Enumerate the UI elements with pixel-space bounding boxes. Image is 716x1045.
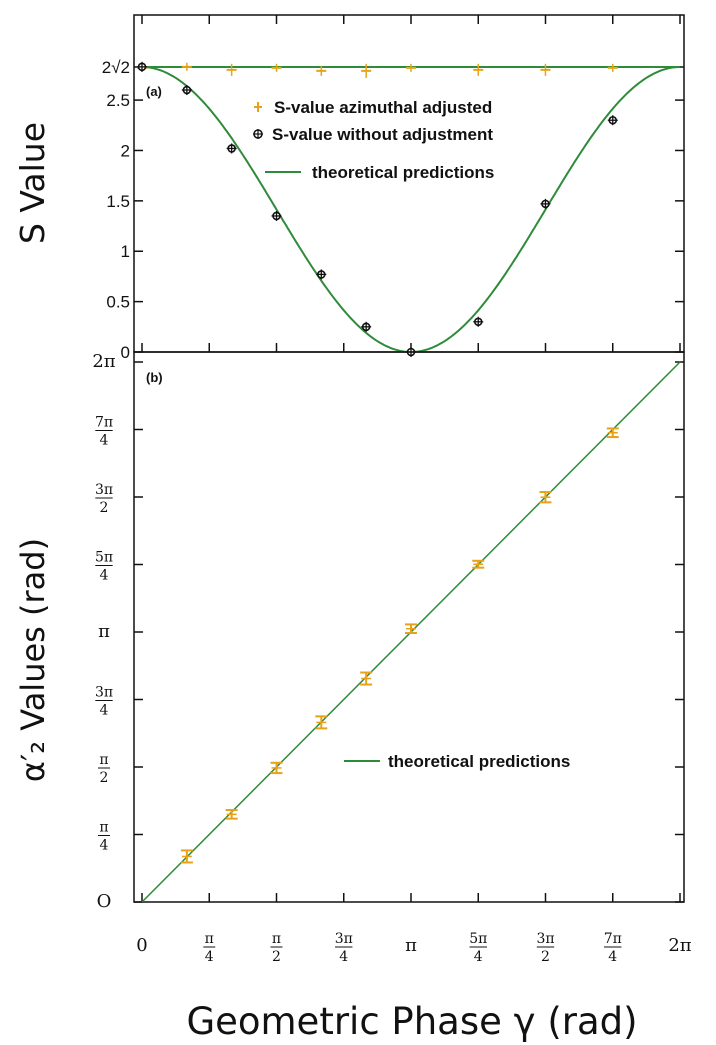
panel-a-point-adjusted — [226, 63, 237, 76]
panel-b-point — [315, 715, 328, 730]
panel-b-point — [405, 623, 418, 634]
panel-a-legend: S-value azimuthal adjusted S-value withou… — [253, 98, 494, 182]
panel-b-y-tick-label-denominator: 4 — [100, 703, 109, 719]
legend-adjusted-label: S-value azimuthal adjusted — [274, 98, 492, 117]
panel-b-point — [225, 809, 238, 820]
panel-a-point-adjusted — [406, 63, 417, 72]
x-tick-label-denominator: 4 — [608, 949, 617, 965]
panel-a-point-adjusted — [607, 63, 618, 72]
panel-a-y-tick-label: 2 — [121, 141, 130, 160]
panel-a-point-adjusted — [540, 63, 551, 76]
panel-a-point-adjusted — [181, 62, 192, 71]
panel-a-y-tick-label: 1.5 — [106, 192, 130, 211]
panel-b-y-tick-label-numerator: π — [99, 752, 108, 768]
x-tick-label-denominator: 2 — [272, 949, 281, 965]
x-tick-label: π4 — [203, 931, 216, 965]
panel-b-point — [360, 671, 373, 686]
x-tick-label: 0 — [136, 935, 147, 956]
x-tick-label-numerator: π — [205, 931, 214, 947]
panel-b-y-tick-label-numerator: π — [99, 820, 108, 836]
panel-a-y-tick-label: 0 — [121, 343, 130, 362]
panel-a-point-unadjusted — [361, 321, 372, 332]
panel-a-point-unadjusted — [226, 143, 237, 154]
panel-b-point — [606, 427, 619, 439]
panel-b-y-tick-label: π4 — [98, 820, 110, 854]
panel-b-y-tick-label-text: 2π — [92, 351, 115, 372]
x-tick-label-text: 0 — [136, 935, 147, 956]
panel-a-point-unadjusted — [181, 85, 192, 96]
x-tick-label-numerator: 3π — [335, 931, 353, 947]
x-tick-label: 7π4 — [604, 931, 622, 965]
panel-b-y-axis-title: α′₂ Values (rad) — [14, 538, 52, 782]
x-tick-label: 3π2 — [536, 931, 554, 965]
x-tick-label-numerator: 5π — [469, 931, 487, 947]
panel-a-point-unadjusted — [473, 316, 484, 327]
x-tick-label-text: π — [405, 935, 417, 956]
panel-a-point-adjusted — [361, 63, 372, 78]
x-tick-label-denominator: 4 — [205, 949, 214, 965]
panel-a-y-axis-title: S Value — [13, 122, 52, 244]
panel-a-point-unadjusted — [607, 115, 618, 126]
legend-unadjusted-label: S-value without adjustment — [272, 125, 493, 144]
panel-b-y-tick-label: 5π4 — [95, 550, 113, 584]
panel-b-y-tick-label-numerator: 7π — [95, 415, 113, 431]
panel-a-y-tick-label: 1 — [121, 242, 130, 261]
legend-b-theory-label: theoretical predictions — [388, 752, 570, 771]
panel-a-label: (a) — [146, 84, 162, 99]
panel-b-frame — [133, 351, 685, 903]
panel-b-y-tick-label: 7π4 — [95, 415, 113, 449]
panel-b-y-tick-label: π — [98, 621, 110, 642]
panel-a-point-adjusted — [473, 63, 484, 76]
panel-b-point — [472, 559, 485, 569]
panel-b-y-tick-label-denominator: 2 — [100, 500, 109, 516]
x-tick-label-numerator: 7π — [604, 931, 622, 947]
panel-b-y-tick-label-text: O — [97, 891, 112, 912]
x-tick-label-text: 2π — [668, 935, 691, 956]
panel-a-point-unadjusted — [316, 269, 327, 280]
panel-b-y-tick-label: π2 — [98, 752, 110, 786]
panel-b-y-tick-label: O — [97, 891, 112, 912]
panel-b-label: (b) — [146, 370, 163, 385]
panel-a-y-tick-label: 2.5 — [106, 91, 130, 110]
panel-a-point-unadjusted — [271, 210, 282, 221]
x-tick-label-numerator: 3π — [536, 931, 554, 947]
panel-b-y-tick-label-text: π — [98, 621, 110, 642]
panel-b-y-tick-label: 3π4 — [95, 685, 113, 719]
panel-b-point — [270, 761, 283, 775]
x-tick-label: π — [405, 935, 417, 956]
panel-b-point — [180, 849, 193, 864]
panel-b-y-tick-label-denominator: 4 — [100, 568, 109, 584]
x-tick-label-numerator: π — [272, 931, 281, 947]
x-axis-title: Geometric Phase γ (rad) — [186, 1000, 637, 1043]
x-tick-label-denominator: 2 — [541, 949, 550, 965]
panel-b-y-tick-label-denominator: 4 — [100, 838, 109, 854]
panel-b-y-tick-label-numerator: 3π — [95, 482, 113, 498]
panel-b-y-tick-label: 3π2 — [95, 482, 113, 516]
panel-b-point — [539, 491, 552, 504]
panel-a-y-tick-label: 2√2 — [102, 58, 130, 77]
x-tick-label: 5π4 — [469, 931, 487, 965]
panel-b-y-tick-label: 2π — [92, 351, 115, 372]
x-tick-label: π2 — [270, 931, 283, 965]
panel-a-y-tick-label: 0.5 — [106, 293, 130, 312]
x-tick-label: 2π — [668, 935, 691, 956]
panel-b-y-tick-label-numerator: 5π — [95, 550, 113, 566]
x-tick-label: 3π4 — [335, 931, 353, 965]
panel-a-frame — [133, 14, 685, 353]
panel-b-legend: theoretical predictions — [344, 752, 570, 771]
panel-a-point-unadjusted — [137, 61, 147, 72]
panel-b-y-tick-label-denominator: 2 — [100, 770, 109, 786]
panel-b-y-tick-label-numerator: 3π — [95, 685, 113, 701]
panel-a-point-adjusted — [271, 63, 282, 72]
panel-a-point-unadjusted — [540, 198, 551, 209]
x-tick-label-denominator: 4 — [474, 949, 483, 965]
legend-theory-label: theoretical predictions — [312, 163, 494, 182]
panel-a: 0 0.5 1 1.5 2 2.5 2√2 S Value (a) S-value azimuth… — [13, 14, 685, 362]
x-tick-label-denominator: 4 — [339, 949, 348, 965]
panel-b-y-tick-label-denominator: 4 — [100, 433, 109, 449]
panel-a-point-adjusted — [316, 65, 327, 76]
